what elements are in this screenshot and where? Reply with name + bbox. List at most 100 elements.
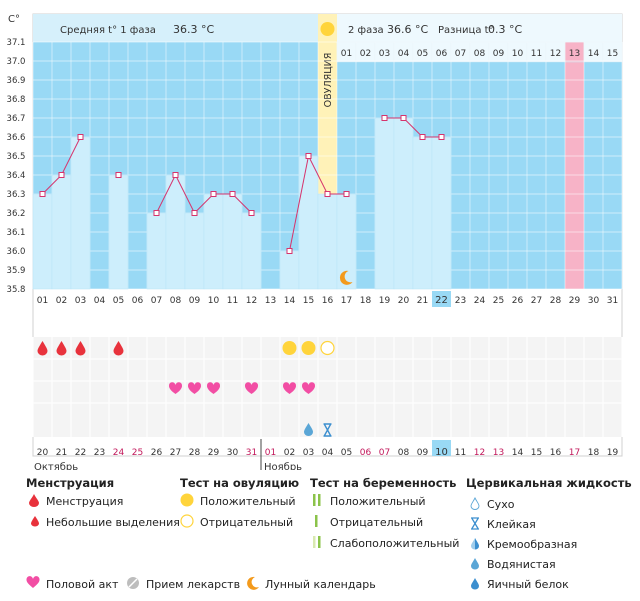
ovulation-test-negative xyxy=(320,340,335,356)
cycle-date-label: 02 xyxy=(284,448,295,458)
cycle-date-label: 21 xyxy=(56,448,67,458)
cycle-date-label: 01 xyxy=(265,448,276,458)
pill-icon xyxy=(127,577,139,589)
month-november-label: Ноябрь xyxy=(264,462,302,470)
moon-icon xyxy=(247,576,259,590)
y-axis-unit: C° xyxy=(8,14,20,25)
y-tick-label: 37.1 xyxy=(7,38,26,48)
one-line-icon xyxy=(315,515,318,527)
y-tick-label: 36.6 xyxy=(7,133,26,143)
intercourse-heart xyxy=(244,382,259,394)
cycle-day-label: 12 xyxy=(550,49,561,59)
dry-drop-icon xyxy=(470,497,480,510)
cycle-date-label: 19 xyxy=(607,448,619,458)
temperature-point xyxy=(153,210,160,216)
date-label: 08 xyxy=(170,296,182,306)
date-label: 18 xyxy=(360,296,372,306)
legend-cervical-watery: Водянистая xyxy=(487,558,556,571)
temperature-bar xyxy=(374,117,395,290)
moon-icon xyxy=(339,270,353,285)
cycle-day-label: 06 xyxy=(436,49,448,59)
y-tick-label: 36.2 xyxy=(7,209,26,219)
egg-white-drop-icon xyxy=(471,578,479,590)
menstruation-drop xyxy=(37,341,48,356)
date-label: 13 xyxy=(265,296,276,306)
cycle-day-label: 05 xyxy=(417,49,428,59)
temperature-point xyxy=(305,153,312,159)
temperature-line xyxy=(403,117,423,138)
yellow-ring-icon xyxy=(180,514,194,528)
temperature-line xyxy=(232,193,252,214)
date-label: 07 xyxy=(151,296,162,306)
legend-ovulation-positive: Положительный xyxy=(200,495,296,508)
cycle-day-label: 13 xyxy=(569,49,580,59)
legend-pregnancy-test-title: Тест на беременность xyxy=(310,476,457,490)
cycle-date-label: 06 xyxy=(360,448,372,458)
legend-pregnancy-positive: Положительный xyxy=(330,495,426,508)
legend-ovulation-negative: Отрицательный xyxy=(200,516,294,529)
temperature-point xyxy=(115,172,122,178)
two-lines-icon xyxy=(313,494,321,506)
intercourse-heart xyxy=(187,382,202,394)
legend-intercourse: Половой акт xyxy=(46,578,119,591)
temperature-point xyxy=(324,191,331,197)
temperature-bar xyxy=(412,136,433,290)
cycle-date-label: 04 xyxy=(322,448,334,458)
diff-value: 0.3 °С xyxy=(488,23,522,36)
y-tick-label: 36.7 xyxy=(7,114,26,124)
temperature-line xyxy=(42,174,62,195)
cycle-date-label: 26 xyxy=(151,448,163,458)
legend-spotting-item: Небольшие выделения xyxy=(46,516,180,529)
cervical-sticky-hourglass xyxy=(323,423,332,437)
intercourse-heart xyxy=(301,382,316,394)
date-label: 09 xyxy=(189,296,201,306)
temperature-line xyxy=(175,174,195,214)
pink-column xyxy=(565,42,584,289)
cycle-date-label: 22 xyxy=(75,448,86,458)
cycle-date-label: 03 xyxy=(303,448,314,458)
heart-icon xyxy=(26,576,40,588)
cycle-date-label: 18 xyxy=(588,448,600,458)
phase2-header xyxy=(337,14,622,42)
temperature-bar xyxy=(146,212,167,290)
legend: Менструация Менструация Небольшие выделе… xyxy=(0,470,640,601)
temperature-point xyxy=(438,134,445,140)
month-october-label: Октябрь xyxy=(34,462,78,470)
cycle-date-label: 09 xyxy=(417,448,429,458)
legend-cervical-sticky: Клейкая xyxy=(487,518,536,531)
cycle-date-label: 16 xyxy=(550,448,562,458)
cycle-date-label: 23 xyxy=(94,448,105,458)
temperature-point xyxy=(400,115,407,121)
temperature-bar xyxy=(279,250,300,290)
intercourse-heart xyxy=(168,382,183,394)
ovulation-test-positive xyxy=(282,341,297,355)
cycle-day-label: 08 xyxy=(474,49,486,59)
faint-lines-icon xyxy=(313,536,321,548)
hourglass-icon xyxy=(471,517,479,530)
temperature-bar xyxy=(431,136,452,290)
legend-medication: Прием лекарств xyxy=(146,578,241,591)
menstruation-drop xyxy=(75,341,86,356)
date-label: 01 xyxy=(37,296,48,306)
cycle-day-label: 02 xyxy=(360,49,371,59)
temperature-point xyxy=(191,210,198,216)
temperature-line xyxy=(61,136,81,176)
temperature-bar xyxy=(393,117,414,290)
intercourse-heart xyxy=(206,382,221,394)
date-label: 05 xyxy=(113,296,124,306)
watery-drop-icon xyxy=(471,558,479,570)
date-label: 03 xyxy=(75,296,86,306)
cycle-day-label: 15 xyxy=(607,49,618,59)
temperature-point xyxy=(381,115,388,121)
cycle-date-label: 13 xyxy=(493,448,504,458)
y-tick-label: 36.9 xyxy=(7,76,26,86)
cycle-day-label: 14 xyxy=(588,49,600,59)
temperature-point xyxy=(286,248,293,254)
cycle-date-label: 07 xyxy=(379,448,390,458)
menstruation-drop xyxy=(113,341,124,356)
today-cell-bottom xyxy=(432,440,451,456)
temperature-point xyxy=(39,191,46,197)
y-tick-label: 35.8 xyxy=(7,285,26,295)
date-label: 23 xyxy=(455,296,466,306)
temperature-line xyxy=(156,174,176,214)
